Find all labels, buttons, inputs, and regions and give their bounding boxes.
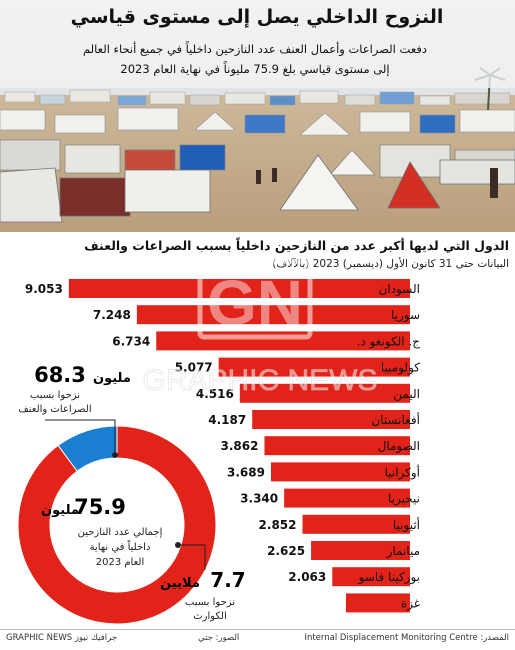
bar-3	[218, 357, 410, 377]
conflict-caption-2: الصراعات والعنف	[18, 404, 91, 415]
value-label-5: 4.187	[208, 413, 246, 427]
bar-7	[270, 462, 410, 482]
category-label-8: نيجيريا	[388, 492, 420, 507]
bar-10	[311, 541, 410, 560]
donut-slice-1	[57, 425, 118, 472]
category-label-5: أفغانستان	[371, 412, 420, 427]
disaster-caption-2: الكوارث	[193, 611, 227, 622]
value-label-0: 9.053	[25, 282, 63, 296]
conflict-value: 68.3	[34, 363, 86, 387]
bar-12	[345, 593, 410, 613]
category-label-7: أوكرانيا	[385, 464, 420, 480]
category-label-0: السودان	[379, 282, 420, 297]
bar-0	[68, 279, 410, 298]
value-label-2: 6.734	[112, 334, 150, 348]
total-unit: مليون	[41, 503, 79, 518]
value-label-6: 3.862	[220, 439, 258, 453]
callout-line-conflict	[45, 419, 116, 455]
category-label-9: أثيوبيا	[393, 517, 420, 533]
total-caption-2: داخلياً في نهاية	[90, 539, 151, 553]
value-label-1: 7.248	[93, 308, 131, 322]
source-credit: المصدر: Internal Displacement Monitoring…	[304, 633, 509, 643]
total-value: 75.9	[74, 495, 126, 519]
bar-8	[284, 488, 410, 508]
donut-slice-0	[17, 425, 217, 625]
chart-title: الدول التي لديها أكبر عدد من النازحين دا…	[84, 238, 509, 253]
total-caption-3: العام 2023	[96, 557, 145, 568]
value-label-3: 5.077	[175, 361, 213, 375]
bar-1	[136, 305, 410, 325]
disaster-caption-1: نزحوا بسبب	[185, 597, 235, 608]
conflict-caption-1: نزحوا بسبب	[30, 390, 80, 401]
value-label-7: 3.689	[227, 465, 265, 479]
callout-dot-conflict	[112, 452, 118, 458]
value-label-8: 3.340	[240, 492, 278, 506]
category-label-4: اليمن	[393, 387, 420, 402]
brand-credit: GRAPHIC NEWS جرافيك نيوز	[6, 633, 118, 643]
subtitle-line-2: إلى مستوى قياسي بلغ 75.9 مليوناً في نهاي…	[120, 62, 390, 76]
value-label-10: 2.625	[267, 544, 305, 558]
hero-photo	[0, 0, 515, 232]
bar-4	[239, 383, 410, 403]
category-label-1: سوريا	[391, 308, 420, 323]
category-label-3: كولومبيا	[381, 361, 420, 376]
page-title: النزوح الداخلي يصل إلى مستوى قياسي	[70, 6, 444, 28]
callout-line-disaster	[178, 544, 206, 570]
callout-dot-disaster	[175, 542, 181, 548]
value-label-11: 2.063	[288, 570, 326, 584]
category-label-2: ج. الكونغو د.	[357, 334, 421, 349]
disaster-value: 7.7	[210, 568, 245, 592]
bar-11	[332, 567, 410, 587]
bar-5	[252, 410, 410, 429]
category-label-11: بوركينا فاسو	[358, 570, 420, 585]
bar-6	[264, 436, 410, 456]
conflict-unit: مليون	[93, 371, 131, 386]
total-caption-1: إجمالي عدد النازحين	[78, 527, 163, 538]
category-label-10: ميانمار	[386, 544, 420, 559]
photo-credit: الصور: جتي	[198, 633, 240, 643]
value-label-4: 4.516	[196, 387, 234, 401]
subtitle-line-1: دفعت الصراعات وأعمال العنف عدد النازحين …	[82, 42, 427, 56]
disaster-unit: ملايين	[160, 576, 200, 591]
category-label-6: الصومال	[378, 439, 420, 454]
value-label-9: 2.852	[259, 518, 297, 532]
category-label-12: غزة	[401, 596, 420, 611]
footer-rule	[0, 629, 515, 630]
bar-9	[302, 514, 410, 534]
